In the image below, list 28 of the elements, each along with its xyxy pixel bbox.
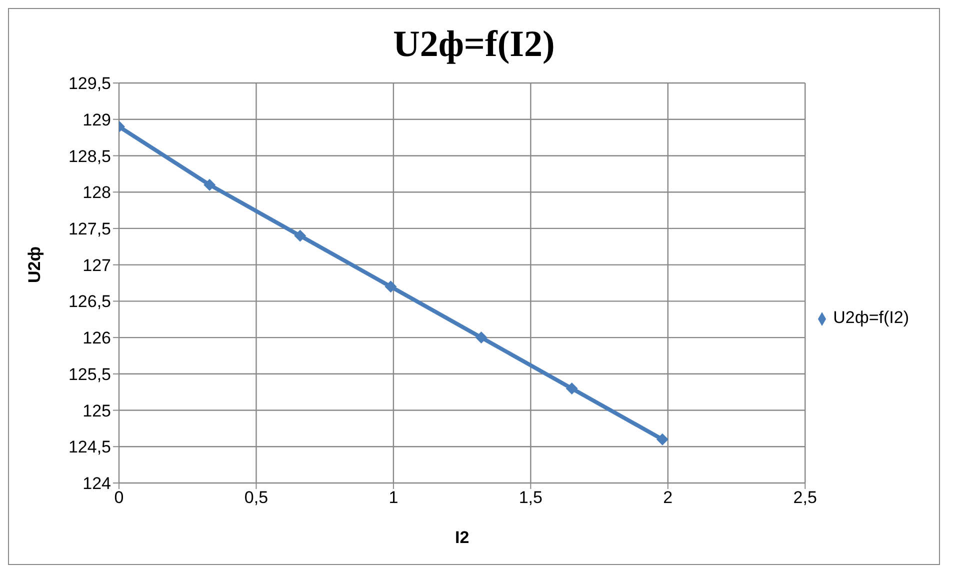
x-tick-label: 1,5 bbox=[518, 488, 542, 508]
y-tick-label: 126,5 bbox=[68, 292, 111, 312]
point bbox=[656, 433, 668, 446]
point bbox=[384, 280, 397, 293]
x-tick-label: 2 bbox=[663, 488, 673, 508]
point bbox=[566, 382, 578, 394]
y-tick-label: 128 bbox=[82, 183, 111, 202]
x-tick-label: 2,5 bbox=[793, 488, 817, 508]
y-tick-label: 126 bbox=[82, 328, 111, 348]
y-tick-label: 128,5 bbox=[68, 146, 111, 166]
y-tick-label: 127 bbox=[82, 256, 111, 275]
y-tick-label: 124,5 bbox=[68, 438, 111, 457]
y-tick-label: 129,5 bbox=[68, 74, 111, 94]
y-tick-label: 125,5 bbox=[68, 364, 111, 384]
x-tick-label: 1 bbox=[388, 488, 398, 508]
y-tick-label: 127,5 bbox=[68, 219, 111, 238]
y-tick-label: 124 bbox=[82, 474, 111, 494]
y-tick-label: 129 bbox=[82, 110, 111, 130]
legend-label: U2ф=f(I2) bbox=[833, 308, 909, 327]
y-axis-title: U2ф bbox=[25, 246, 44, 283]
y-tick-label: 125 bbox=[82, 401, 111, 420]
point bbox=[475, 332, 488, 344]
x-tick-label: 0 bbox=[114, 488, 124, 508]
point bbox=[204, 178, 216, 191]
point bbox=[294, 230, 306, 242]
chart-title: U2ф=f(I2) bbox=[392, 23, 556, 67]
x-axis-title: I2 bbox=[454, 528, 470, 547]
x-tick-label: 0,5 bbox=[244, 488, 268, 508]
